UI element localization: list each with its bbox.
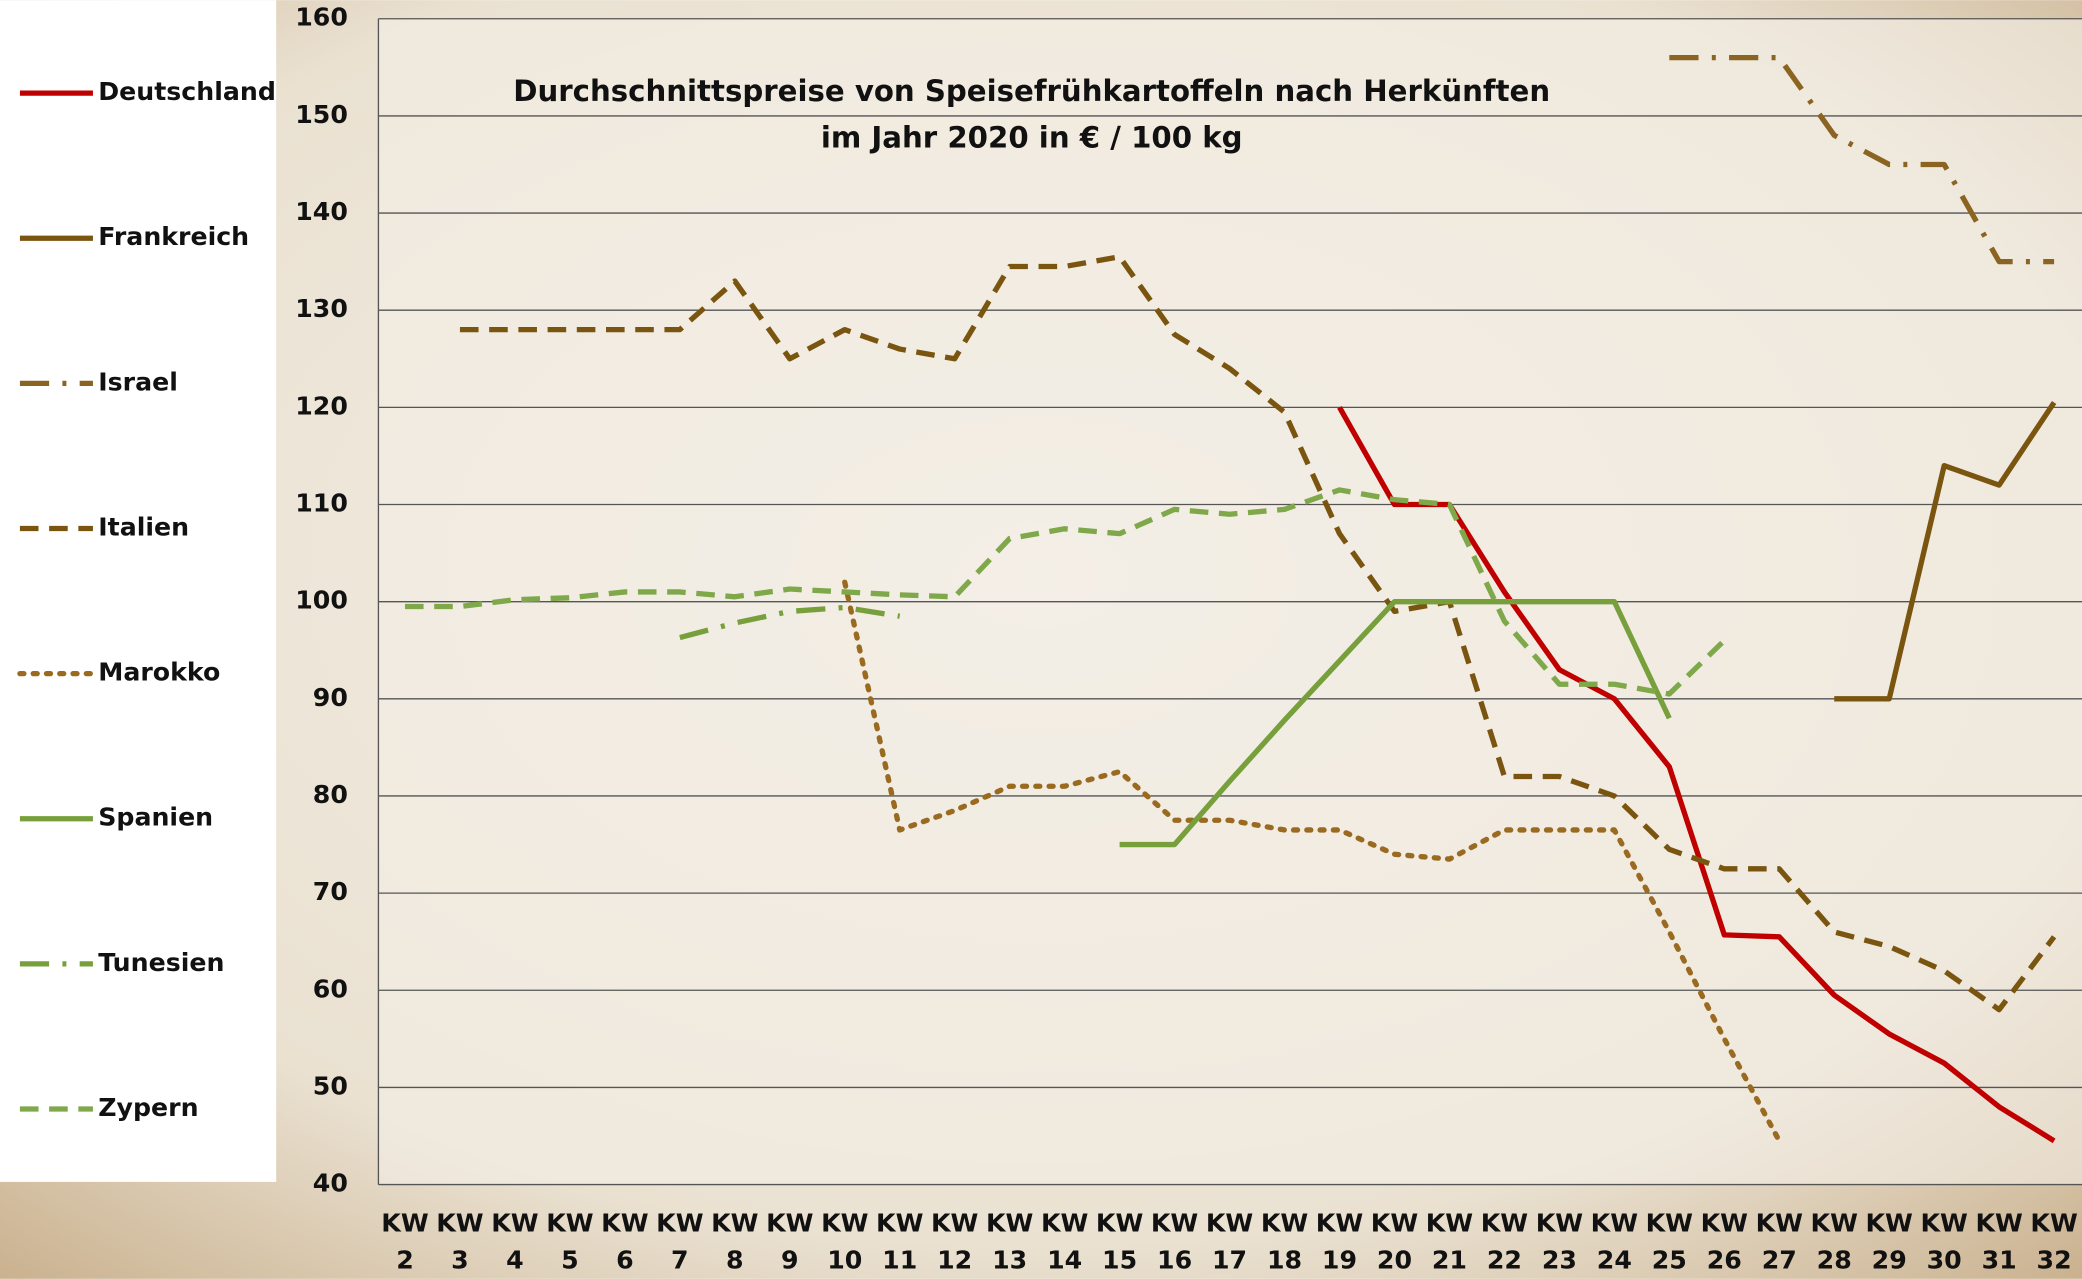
y-tick-label: 150 — [295, 100, 348, 129]
y-tick-label: 110 — [295, 489, 348, 518]
legend-label: Tunesien — [98, 948, 224, 977]
y-tick-label: 90 — [313, 683, 348, 712]
y-tick-label: 60 — [313, 974, 348, 1003]
legend-label: Frankreich — [98, 222, 249, 251]
legend-label: Deutschland — [98, 77, 276, 106]
chart-title: Durchschnittspreise von Speisefrühkartof… — [513, 74, 1550, 108]
y-tick-label: 140 — [295, 197, 348, 226]
legend-label: Zypern — [98, 1093, 198, 1122]
y-tick-label: 70 — [313, 877, 348, 906]
y-tick-label: 130 — [295, 294, 348, 323]
legend-box — [0, 0, 276, 1182]
chart: Durchschnittspreise von Speisefrühkartof… — [0, 0, 2082, 1279]
legend-label: Italien — [98, 512, 189, 541]
chart-subtitle: im Jahr 2020 in € / 100 kg — [821, 121, 1243, 155]
y-tick-label: 120 — [295, 391, 348, 420]
y-tick-label: 100 — [295, 586, 348, 615]
y-tick-label: 80 — [313, 780, 348, 809]
y-tick-label: 40 — [313, 1169, 348, 1198]
y-tick-label: 50 — [313, 1071, 348, 1100]
legend-label: Spanien — [98, 803, 213, 832]
y-tick-label: 160 — [295, 3, 348, 32]
legend-label: Israel — [98, 367, 178, 396]
legend-label: Marokko — [98, 658, 220, 687]
